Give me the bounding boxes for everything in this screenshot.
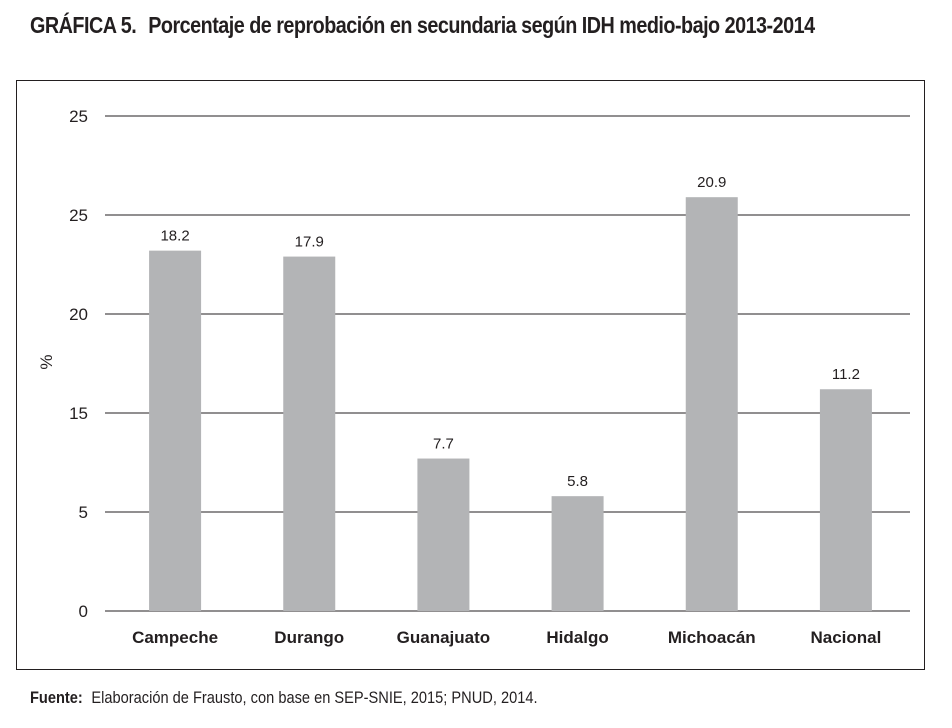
source-label: Fuente: — [30, 688, 83, 707]
bar — [551, 496, 604, 611]
x-tick-label: Guanajuato — [397, 628, 491, 647]
y-tick-label: 5 — [79, 503, 88, 522]
data-label: 17.9 — [295, 234, 324, 251]
figure-number: GRÁFICA 5. — [30, 12, 137, 38]
x-tick-label: Michoacán — [668, 628, 756, 647]
data-label: 7.7 — [433, 436, 454, 453]
bar — [819, 389, 872, 611]
chart-frame — [16, 80, 925, 670]
y-axis-label: % — [37, 354, 56, 369]
bar — [149, 250, 202, 611]
data-label: 20.9 — [697, 174, 726, 191]
data-label: 5.8 — [567, 473, 588, 490]
bar — [283, 256, 336, 611]
bar — [417, 458, 470, 611]
source-note: Fuente: Elaboración de Frausto, con base … — [30, 688, 538, 708]
chart-title: GRÁFICA 5. Porcentaje de reprobación en s… — [30, 12, 815, 39]
data-label: 18.2 — [160, 228, 189, 245]
y-tick-label: 25 — [69, 206, 88, 225]
data-label: 11.2 — [832, 366, 860, 383]
y-tick-label: 0 — [79, 602, 88, 621]
bar — [685, 197, 738, 611]
y-tick-label: 20 — [69, 305, 88, 324]
x-tick-label: Hidalgo — [546, 628, 608, 647]
y-tick-label: 15 — [69, 404, 88, 423]
title-text: Porcentaje de reprobación en secundaria … — [148, 12, 815, 38]
y-tick-label: 25 — [69, 107, 88, 126]
x-tick-label: Nacional — [810, 628, 881, 647]
x-tick-label: Durango — [274, 628, 344, 647]
source-text: Elaboración de Frausto, con base en SEP-… — [91, 688, 538, 707]
x-tick-label: Campeche — [132, 628, 218, 647]
